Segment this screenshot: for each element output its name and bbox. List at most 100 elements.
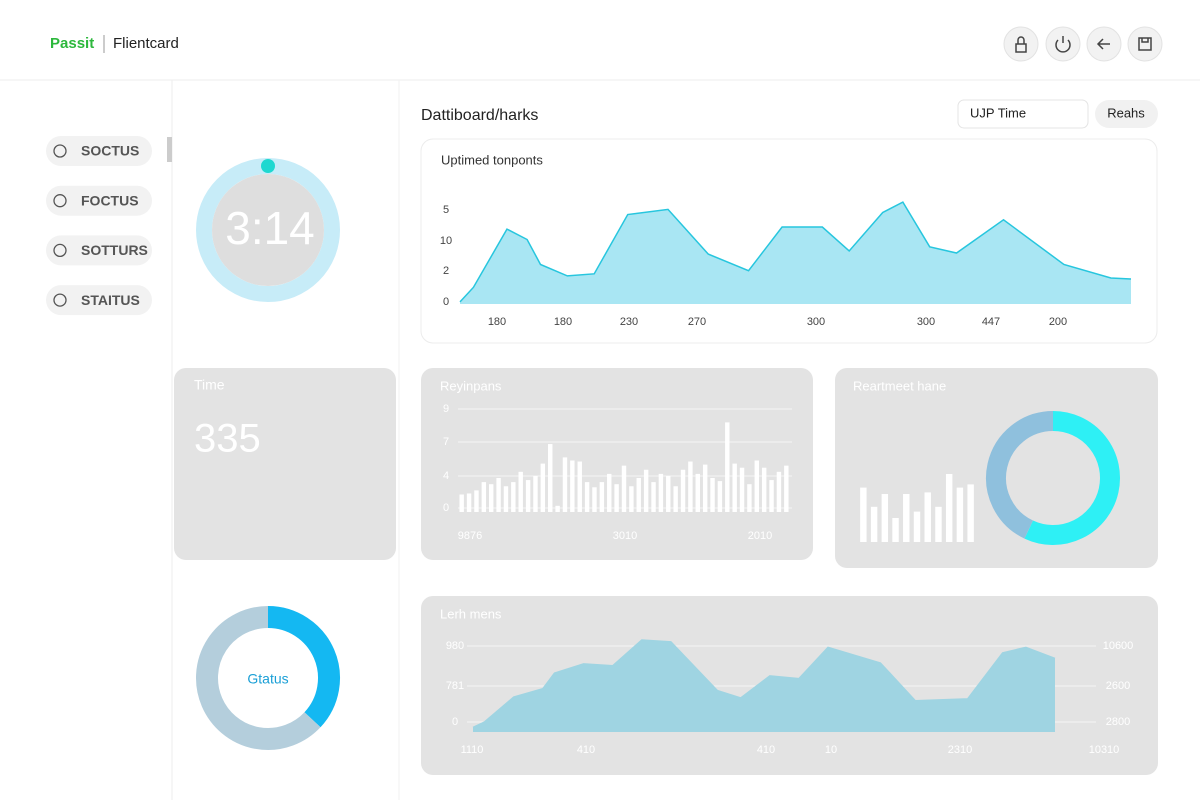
chart-title: Lerh mens (440, 606, 502, 621)
sidebar-indicator (167, 137, 172, 162)
bar (673, 486, 678, 512)
nav-icon (53, 243, 67, 258)
nav-item[interactable] (46, 136, 152, 166)
bar (555, 505, 560, 512)
dashboard-title: Dattiboard/harks (421, 107, 538, 124)
bar (732, 463, 737, 512)
bar (503, 486, 509, 512)
y-axis-label: 9 (443, 403, 449, 415)
bar (924, 492, 931, 542)
x-axis-label: 230 (620, 316, 638, 328)
bar (614, 484, 619, 512)
x-axis-label: 180 (488, 316, 506, 328)
bar (695, 473, 700, 512)
bar (903, 494, 910, 542)
y-axis-label: 7 (443, 436, 449, 448)
bar (860, 487, 867, 542)
bar (710, 478, 715, 512)
bar (913, 511, 921, 542)
power-button[interactable] (1045, 26, 1081, 62)
bar (629, 486, 634, 512)
x-axis-label: 1110 (461, 744, 484, 756)
bar (651, 482, 656, 512)
y-axis-label: 781 (446, 680, 464, 692)
bar (754, 460, 760, 512)
bar (747, 484, 752, 512)
y-axis-label: 5 (443, 204, 449, 216)
x-axis-label: 200 (1049, 316, 1067, 328)
nav-item[interactable] (46, 235, 152, 266)
bar (570, 460, 575, 512)
y2-axis-label: 10600 (1103, 640, 1134, 652)
x-axis-label: 2010 (748, 530, 772, 542)
card-title: Time (194, 377, 225, 393)
x-axis-label: 410 (577, 744, 595, 756)
bar (607, 473, 612, 512)
y-axis-label: 2 (443, 265, 449, 277)
x-axis-label: 410 (757, 744, 775, 756)
search-input[interactable] (957, 99, 1089, 129)
charts: Uptimed tonponts 5 10 2 0 180 180 230 270 300 300 4… (196, 152, 1134, 756)
search-text: UJP Time (970, 105, 1026, 120)
x-axis-label: 3010 (613, 530, 637, 542)
y-axis-label: 4 (443, 470, 449, 482)
brand: Passit (50, 35, 94, 52)
y2-axis-label: 2800 (1106, 716, 1130, 728)
icon-glyphs (1015, 36, 1152, 53)
bar (784, 465, 789, 512)
y-axis-label: 0 (443, 502, 449, 514)
bar (643, 469, 649, 512)
bar (599, 482, 605, 512)
donut-segment (1024, 411, 1120, 545)
bar (511, 482, 516, 512)
nav-item[interactable] (46, 285, 152, 316)
nav-item[interactable] (46, 185, 152, 216)
sidebar: SOCTUS FOCTUS SOTTURS STAITUS (46, 136, 152, 316)
card (174, 368, 396, 560)
bar (584, 482, 590, 512)
bar (702, 464, 708, 512)
donut-segment (986, 411, 1054, 539)
bar (548, 444, 553, 512)
nav-icon (53, 194, 67, 208)
y-axis-label: 0 (443, 296, 449, 308)
bar (688, 461, 693, 512)
line (459, 201, 1132, 303)
bar (459, 494, 464, 512)
y-axis-label: 10 (440, 235, 452, 247)
bar (967, 484, 974, 542)
area (473, 640, 1055, 732)
bar (540, 463, 546, 512)
bar (621, 465, 627, 512)
timer-dot (261, 159, 275, 173)
bar (481, 482, 487, 512)
nav-icon (53, 293, 67, 307)
card-value: 335 (194, 417, 261, 461)
nav-label: SOCTUS (81, 143, 139, 159)
bar (717, 481, 723, 512)
bar (525, 480, 531, 512)
x-axis-label: 447 (982, 316, 1000, 328)
bar (518, 471, 523, 512)
bar (562, 457, 568, 512)
nav-icon (53, 144, 67, 158)
y-axis-label: 980 (446, 640, 464, 652)
save-button[interactable] (1127, 26, 1163, 62)
nav-label: STAITUS (81, 292, 140, 308)
x-axis-label: 300 (807, 316, 825, 328)
bar (474, 490, 479, 512)
area (460, 202, 1131, 304)
bar (592, 487, 597, 512)
button[interactable] (1095, 100, 1158, 128)
timer-text: 3:14 (225, 202, 315, 254)
bar (870, 506, 878, 542)
bar (769, 480, 774, 512)
bar (776, 471, 782, 512)
bar (945, 474, 953, 542)
bar (666, 475, 671, 512)
donut-segment (196, 606, 321, 750)
timer-face (212, 174, 324, 286)
bar (488, 484, 494, 512)
bar (533, 475, 538, 512)
x-axis-label: 180 (554, 316, 572, 328)
